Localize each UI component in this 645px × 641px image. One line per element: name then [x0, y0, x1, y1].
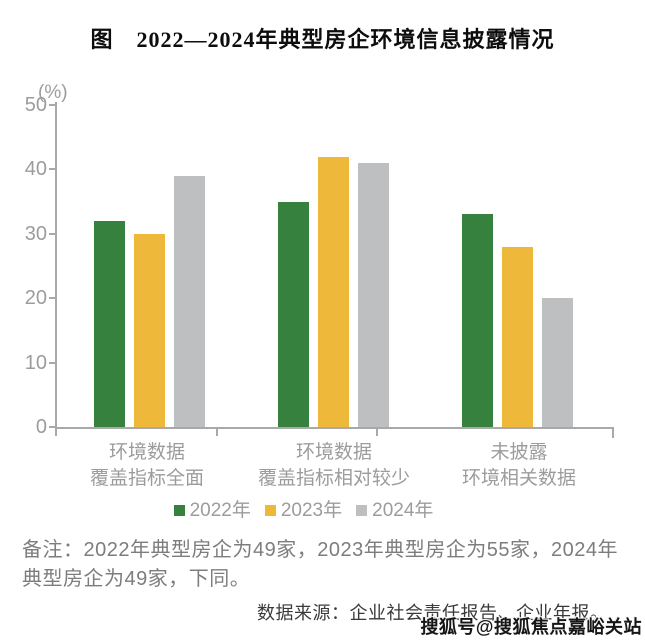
y-axis-tick	[49, 361, 56, 364]
y-axis-tick	[49, 297, 56, 300]
y-axis-tick	[49, 104, 56, 106]
note-text: 备注：2022年典型房企为49家，2023年典型房企为55家，2024年典型房企…	[22, 539, 618, 590]
category-label-group1: 环境数据覆盖指标全面	[37, 440, 257, 492]
x-axis-end-tick	[612, 427, 614, 438]
data-source-text: 数据来源：企业社会责任报告、企业年报。	[257, 603, 609, 623]
y-axis-tick	[49, 168, 56, 171]
y-axis-unit-label: (%)	[38, 82, 68, 103]
y-axis-tick	[49, 232, 56, 235]
legend-label: 2024年	[372, 500, 434, 521]
category-label-line: 环境相关数据	[461, 468, 576, 489]
legend-label: 2022年	[189, 500, 251, 521]
legend-swatch-icon	[356, 505, 368, 516]
legend-label: 2023年	[280, 500, 343, 521]
category-label-group2: 环境数据覆盖指标相对较少	[224, 440, 444, 492]
y-tick-label: 20	[24, 287, 47, 310]
bar-2024年-group3	[542, 298, 573, 427]
legend: 2022年 2023年 2024年	[0, 500, 626, 521]
chart-title: 图 2022—2024年典型房企环境信息披露情况	[90, 27, 555, 52]
y-axis-tick	[49, 426, 56, 428]
category-label-line: 覆盖指标全面	[89, 468, 204, 489]
legend-swatch-icon	[264, 505, 276, 516]
legend-item-2022年: 2022年	[173, 500, 251, 521]
legend-item-2024年: 2024年	[356, 500, 434, 521]
watermark-text: 搜狐号@搜狐焦点嘉峪关站	[420, 617, 642, 637]
bar-2022年-group1	[94, 221, 125, 427]
bar-2024年-group1	[174, 176, 205, 427]
y-tick-label: 50	[24, 94, 47, 116]
legend-swatch-icon	[173, 505, 185, 516]
bar-2023年-group1	[134, 234, 165, 427]
category-label-line: 环境数据	[295, 442, 372, 463]
x-axis-tick	[376, 427, 378, 436]
x-axis-tick	[216, 427, 218, 436]
y-axis-line	[55, 102, 57, 429]
y-tick-label: 40	[24, 158, 47, 181]
category-label-line: 未披露	[490, 442, 548, 463]
bar-2023年-group3	[502, 247, 533, 427]
x-axis-tick	[55, 427, 57, 436]
bar-2022年-group3	[462, 214, 493, 427]
bar-2024年-group2	[358, 163, 389, 427]
category-label-line: 覆盖指标相对较少	[257, 468, 410, 489]
category-label-line: 环境数据	[108, 442, 185, 463]
legend-item-2023年: 2023年	[264, 500, 343, 521]
y-tick-label: 10	[24, 351, 47, 374]
bar-2022年-group2	[278, 202, 309, 427]
x-axis-line	[55, 427, 614, 429]
bar-2023年-group2	[318, 157, 349, 427]
y-tick-label: 0	[35, 416, 47, 438]
y-tick-label: 30	[24, 222, 47, 245]
category-label-group3: 未披露 环境相关数据	[409, 440, 629, 492]
